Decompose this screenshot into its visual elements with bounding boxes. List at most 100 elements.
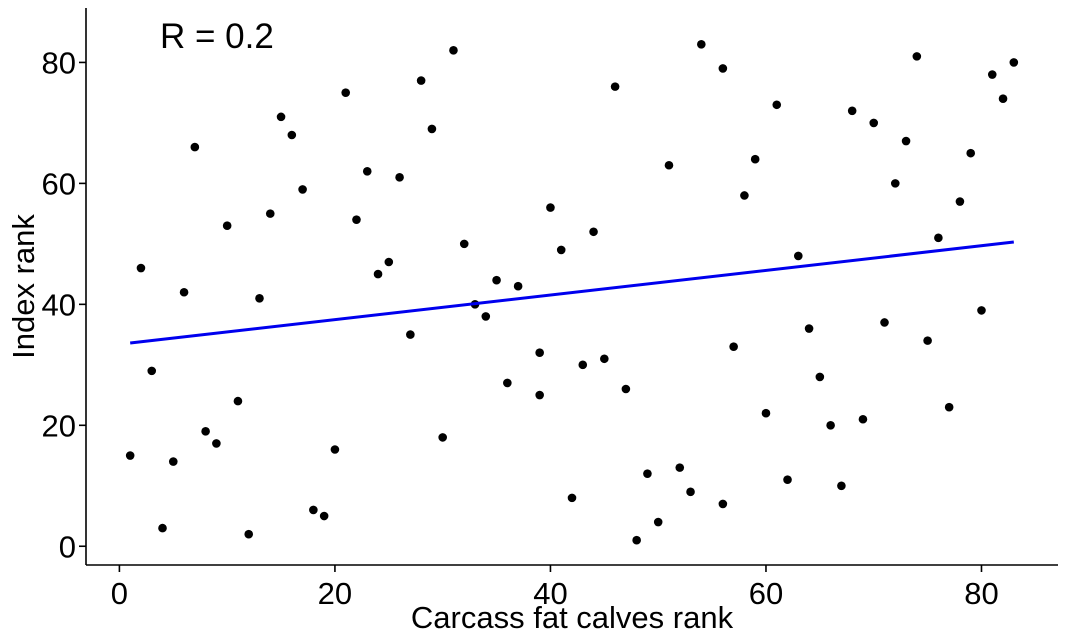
data-point — [373, 269, 383, 279]
data-point — [826, 420, 835, 430]
data-point — [201, 427, 210, 436]
data-point — [987, 70, 997, 79]
data-point — [319, 511, 329, 521]
data-point — [567, 493, 577, 503]
data-point — [556, 245, 566, 255]
data-point — [664, 160, 674, 170]
data-point — [804, 324, 814, 333]
data-point — [890, 179, 900, 188]
data-point — [255, 293, 264, 303]
data-point — [718, 499, 728, 509]
data-point — [395, 173, 404, 182]
data-point — [923, 336, 932, 345]
data-point — [869, 118, 879, 128]
data-point — [880, 318, 889, 327]
data-point — [750, 154, 760, 164]
y-tick-label: 0 — [59, 529, 76, 564]
data-point — [384, 257, 394, 267]
data-point — [783, 475, 792, 485]
x-ticks: 0 20 40 60 80 — [111, 565, 999, 611]
x-tick-label: 80 — [964, 576, 998, 611]
data-point — [934, 233, 943, 243]
data-point — [718, 64, 728, 73]
data-point — [621, 384, 631, 394]
data-point — [459, 239, 469, 249]
data-point — [546, 203, 555, 212]
data-point — [643, 469, 652, 478]
data-point — [1009, 58, 1019, 67]
data-point — [449, 46, 458, 55]
data-point — [276, 112, 286, 122]
x-tick-label: 20 — [318, 576, 352, 611]
data-point — [901, 136, 911, 146]
data-point — [653, 517, 663, 527]
data-point — [147, 366, 157, 376]
data-point — [955, 197, 965, 206]
data-points — [125, 39, 1019, 545]
data-point — [793, 251, 803, 261]
data-point — [761, 408, 771, 418]
data-point — [912, 52, 922, 61]
data-point — [190, 142, 200, 152]
x-tick-label: 60 — [749, 576, 783, 611]
regression-line — [130, 240, 1014, 345]
data-point — [352, 215, 361, 224]
y-axis-title: Index rank — [6, 214, 41, 359]
data-point — [837, 481, 846, 491]
data-point — [535, 390, 544, 400]
data-point — [600, 354, 609, 364]
data-point — [858, 414, 868, 424]
data-point — [158, 523, 167, 533]
x-tick-label: 0 — [111, 576, 128, 611]
data-point — [427, 124, 437, 134]
data-point — [330, 445, 340, 454]
data-point — [686, 487, 695, 497]
data-point — [977, 306, 986, 315]
data-point — [265, 209, 275, 218]
data-point — [341, 88, 351, 97]
data-point — [578, 360, 588, 370]
data-point — [966, 148, 976, 158]
data-point — [632, 535, 641, 545]
data-point — [287, 130, 297, 140]
data-point — [589, 227, 598, 237]
data-point — [309, 505, 318, 515]
data-point — [416, 76, 426, 85]
data-point — [513, 281, 523, 291]
data-point — [503, 378, 512, 388]
data-point — [535, 348, 544, 358]
correlation-annotation: R = 0.2 — [160, 17, 274, 56]
y-tick-label: 20 — [42, 408, 76, 443]
x-axis-title: Carcass fat calves rank — [411, 600, 734, 635]
data-point — [125, 451, 135, 460]
data-point — [362, 166, 372, 176]
y-tick-label: 60 — [42, 166, 76, 201]
y-tick-label: 80 — [42, 45, 76, 80]
data-point — [492, 275, 501, 285]
data-point — [298, 185, 307, 194]
data-point — [438, 433, 447, 442]
data-point — [233, 396, 243, 406]
data-point — [697, 39, 706, 49]
data-point — [168, 457, 178, 466]
data-point — [610, 82, 620, 91]
data-point — [815, 372, 825, 382]
data-point — [944, 402, 954, 412]
data-point — [675, 463, 685, 472]
data-point — [740, 191, 749, 200]
data-point — [772, 100, 782, 110]
y-ticks: 0 20 40 60 80 — [42, 45, 86, 564]
data-point — [406, 330, 415, 339]
axes: 0 20 40 60 80 0 20 40 60 80 — [42, 8, 1058, 611]
data-point — [729, 342, 738, 351]
data-point — [481, 312, 491, 321]
data-point — [179, 287, 189, 297]
data-point — [222, 221, 232, 231]
y-tick-label: 40 — [42, 287, 76, 322]
data-point — [136, 263, 146, 273]
data-point — [212, 439, 221, 448]
data-point — [998, 94, 1008, 104]
data-point — [244, 529, 254, 539]
data-point — [847, 106, 857, 116]
